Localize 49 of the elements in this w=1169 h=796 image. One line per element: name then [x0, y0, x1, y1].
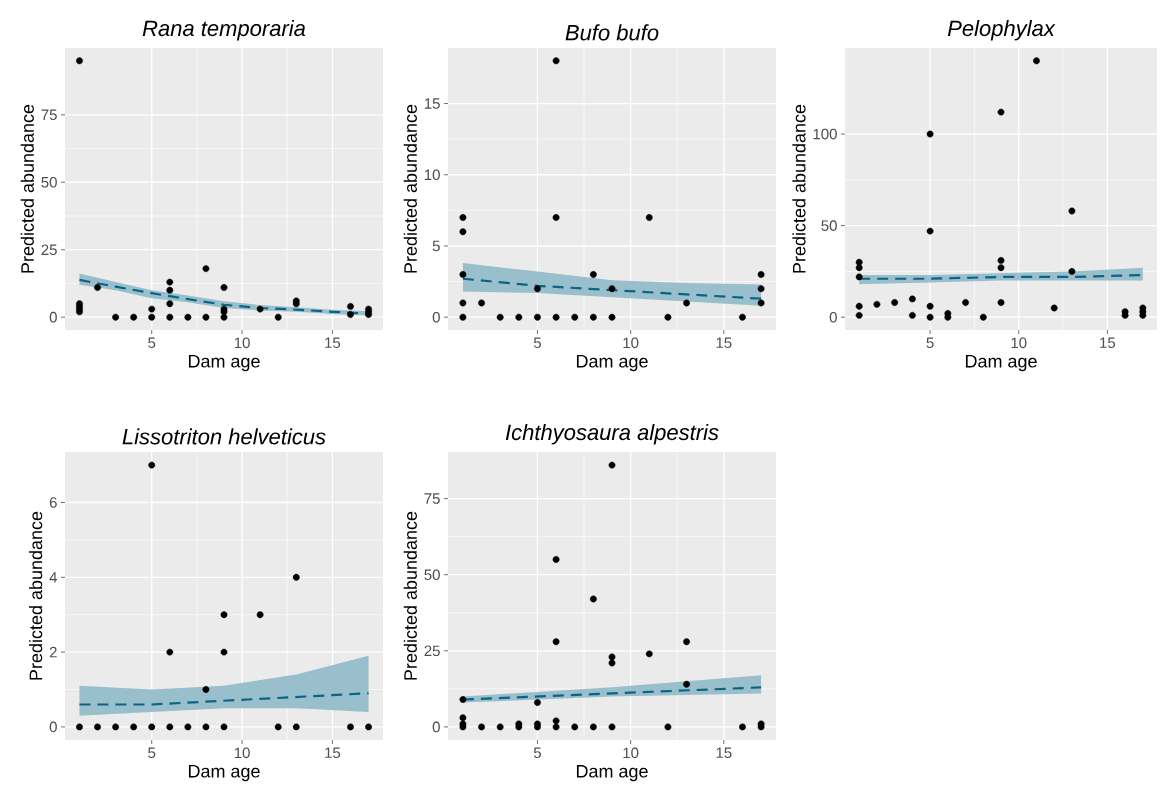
chart-title: Ichthyosaura alpestris — [505, 423, 719, 445]
y-tick-label: 0 — [49, 311, 57, 323]
y-tick-label: 4 — [49, 572, 58, 583]
y-tick-label: 0 — [49, 721, 57, 733]
y-tick-label: 6 — [49, 497, 57, 508]
y-axis-title: Predicted abundance — [792, 104, 806, 273]
x-axis-title: Dam age — [576, 355, 648, 372]
x-axis-title: Dam age — [965, 355, 1037, 372]
x-tick-label: 10 — [623, 747, 639, 759]
y-tick-label: 0 — [432, 311, 440, 323]
x-tick-label: 15 — [325, 337, 341, 348]
x-tick-label: 5 — [926, 337, 934, 348]
y-axis-title: Predicted abundance — [403, 104, 417, 273]
x-tick-label: 10 — [234, 337, 250, 349]
x-axis-title: Dam age — [188, 765, 260, 782]
x-tick-label: 15 — [716, 337, 732, 348]
x-tick-label: 15 — [1100, 337, 1116, 348]
y-tick-label: 0 — [829, 311, 837, 323]
y-tick-label: 50 — [821, 220, 837, 231]
chart-title: Pelophylax — [947, 19, 1056, 41]
x-axis-title: Dam age — [188, 355, 260, 372]
y-tick-label: 5 — [432, 240, 440, 252]
y-tick-label: 10 — [424, 169, 440, 181]
x-tick-label: 5 — [533, 747, 542, 759]
y-tick-label: 75 — [424, 493, 440, 504]
chart-title: Lissotriton helveticus — [122, 428, 326, 445]
x-tick-label: 5 — [533, 337, 542, 348]
x-tick-label: 15 — [325, 747, 341, 758]
y-tick-label: 75 — [41, 109, 57, 121]
y-axis-title: Predicted abundance — [20, 104, 34, 273]
y-tick-label: 2 — [49, 646, 57, 658]
x-tick-label: 10 — [234, 747, 250, 759]
x-tick-label: 10 — [1011, 337, 1027, 349]
y-tick-label: 0 — [432, 721, 440, 733]
chart-title: Rana temporaria — [142, 19, 306, 41]
y-tick-label: 15 — [424, 98, 440, 109]
y-tick-label: 100 — [813, 128, 837, 140]
y-tick-label: 50 — [41, 176, 57, 188]
y-tick-label: 25 — [41, 244, 57, 256]
y-axis-title: Predicted abundance — [29, 511, 43, 680]
x-tick-label: 10 — [623, 337, 639, 349]
x-axis-title: Dam age — [576, 765, 648, 782]
x-tick-label: 5 — [148, 747, 156, 758]
chart-title: Bufo bufo — [565, 24, 659, 41]
y-tick-label: 50 — [424, 569, 440, 580]
x-tick-label: 5 — [148, 337, 156, 348]
x-tick-label: 15 — [716, 747, 732, 759]
y-tick-label: 25 — [424, 645, 440, 657]
y-axis-title: Predicted abundance — [403, 511, 417, 680]
